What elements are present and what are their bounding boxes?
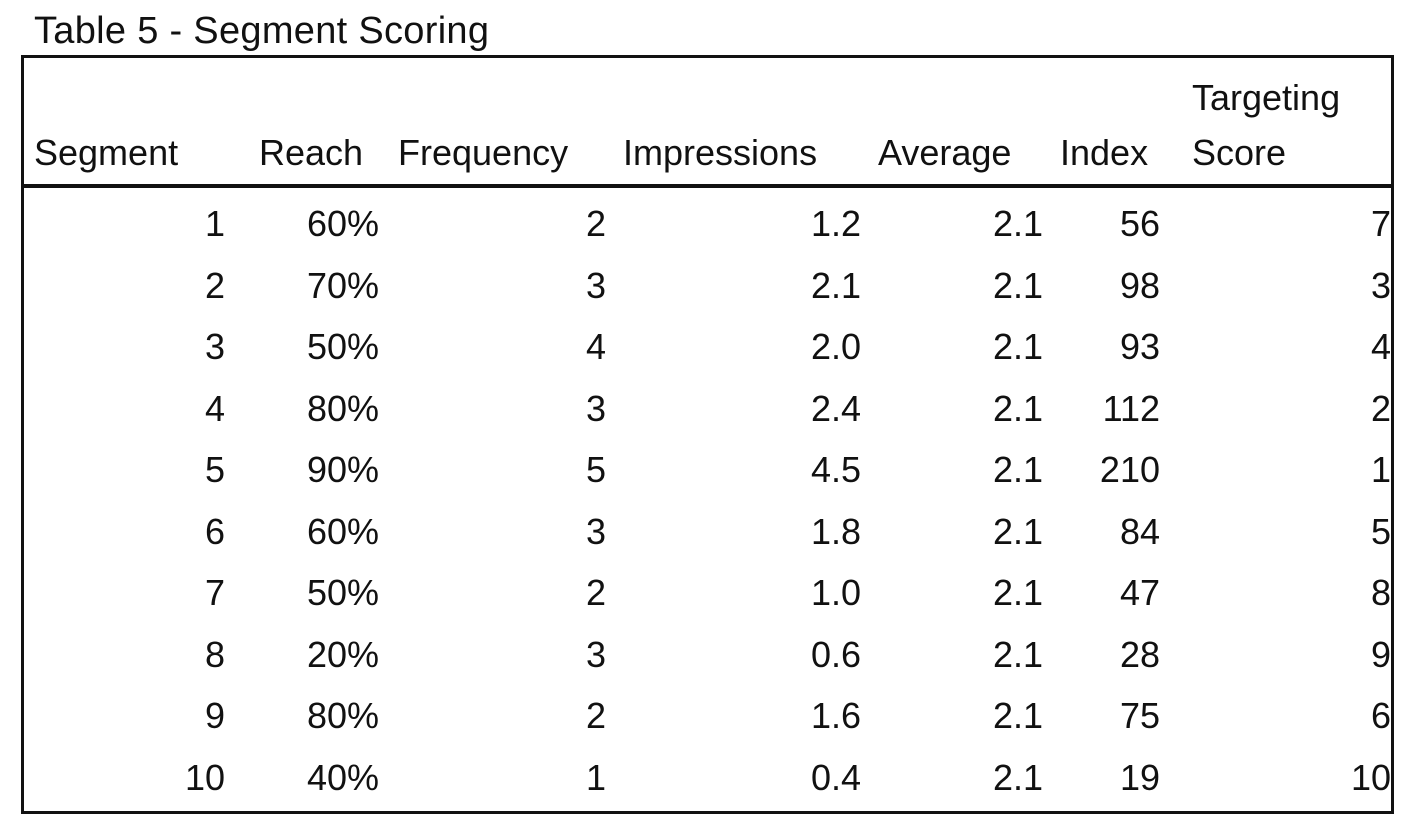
segment-scoring-table: Segment Reach Frequency Impressions Aver…	[21, 55, 1394, 814]
table-row: 5 90% 5 4.5 2.1 210 1	[24, 439, 1391, 501]
header-score: Score	[1192, 123, 1286, 183]
cell-frequency: 5	[586, 439, 606, 501]
cell-average: 2.1	[993, 501, 1043, 563]
cell-score: 4	[1371, 316, 1391, 378]
cell-segment: 2	[205, 255, 225, 317]
cell-index: 47	[1120, 562, 1160, 624]
cell-frequency: 3	[586, 624, 606, 686]
cell-impressions: 0.6	[811, 624, 861, 686]
cell-score: 3	[1371, 255, 1391, 317]
cell-frequency: 2	[586, 562, 606, 624]
table-row: 7 50% 2 1.0 2.1 47 8	[24, 562, 1391, 624]
cell-impressions: 1.8	[811, 501, 861, 563]
cell-average: 2.1	[993, 562, 1043, 624]
cell-frequency: 3	[586, 255, 606, 317]
cell-segment: 5	[205, 439, 225, 501]
cell-segment: 6	[205, 501, 225, 563]
cell-reach: 70%	[307, 255, 379, 317]
cell-average: 2.1	[993, 255, 1043, 317]
cell-impressions: 2.4	[811, 378, 861, 440]
cell-reach: 60%	[307, 193, 379, 255]
cell-index: 56	[1120, 193, 1160, 255]
cell-reach: 50%	[307, 316, 379, 378]
cell-score: 1	[1371, 439, 1391, 501]
cell-reach: 50%	[307, 562, 379, 624]
cell-average: 2.1	[993, 378, 1043, 440]
cell-score: 2	[1371, 378, 1391, 440]
cell-average: 2.1	[993, 624, 1043, 686]
header-segment: Segment	[34, 123, 178, 183]
cell-reach: 40%	[307, 747, 379, 809]
table-row: 10 40% 1 0.4 2.1 19 10	[24, 747, 1391, 809]
cell-average: 2.1	[993, 747, 1043, 809]
cell-impressions: 1.0	[811, 562, 861, 624]
table-row: 2 70% 3 2.1 2.1 98 3	[24, 255, 1391, 317]
cell-score: 10	[1351, 747, 1391, 809]
cell-segment: 3	[205, 316, 225, 378]
table-caption: Table 5 - Segment Scoring	[34, 6, 489, 56]
cell-segment: 9	[205, 685, 225, 747]
cell-reach: 90%	[307, 439, 379, 501]
cell-impressions: 2.0	[811, 316, 861, 378]
cell-segment: 10	[185, 747, 225, 809]
table-row: 8 20% 3 0.6 2.1 28 9	[24, 624, 1391, 686]
table-row: 6 60% 3 1.8 2.1 84 5	[24, 501, 1391, 563]
cell-index: 19	[1120, 747, 1160, 809]
cell-frequency: 2	[586, 685, 606, 747]
cell-index: 210	[1100, 439, 1160, 501]
cell-average: 2.1	[993, 439, 1043, 501]
header-reach: Reach	[259, 123, 363, 183]
cell-index: 84	[1120, 501, 1160, 563]
table-row: 3 50% 4 2.0 2.1 93 4	[24, 316, 1391, 378]
table-row: 9 80% 2 1.6 2.1 75 6	[24, 685, 1391, 747]
table-row: 4 80% 3 2.4 2.1 112 2	[24, 378, 1391, 440]
header-index: Index	[1060, 123, 1148, 183]
cell-index: 98	[1120, 255, 1160, 317]
cell-reach: 80%	[307, 378, 379, 440]
cell-index: 75	[1120, 685, 1160, 747]
table-row: 1 60% 2 1.2 2.1 56 7	[24, 193, 1391, 255]
header-average: Average	[878, 123, 1011, 183]
cell-score: 6	[1371, 685, 1391, 747]
cell-score: 9	[1371, 624, 1391, 686]
cell-average: 2.1	[993, 193, 1043, 255]
cell-impressions: 1.2	[811, 193, 861, 255]
table-header: Segment Reach Frequency Impressions Aver…	[24, 58, 1391, 188]
cell-segment: 1	[205, 193, 225, 255]
cell-average: 2.1	[993, 316, 1043, 378]
header-targeting: Targeting	[1192, 68, 1340, 128]
cell-frequency: 1	[586, 747, 606, 809]
cell-segment: 4	[205, 378, 225, 440]
cell-reach: 80%	[307, 685, 379, 747]
header-impressions: Impressions	[623, 123, 817, 183]
cell-index: 93	[1120, 316, 1160, 378]
cell-index: 28	[1120, 624, 1160, 686]
cell-reach: 60%	[307, 501, 379, 563]
cell-index: 112	[1103, 378, 1160, 440]
cell-frequency: 3	[586, 501, 606, 563]
cell-segment: 8	[205, 624, 225, 686]
cell-frequency: 4	[586, 316, 606, 378]
cell-impressions: 4.5	[811, 439, 861, 501]
cell-average: 2.1	[993, 685, 1043, 747]
cell-impressions: 2.1	[811, 255, 861, 317]
header-frequency: Frequency	[398, 123, 568, 183]
cell-frequency: 2	[586, 193, 606, 255]
cell-impressions: 0.4	[811, 747, 861, 809]
cell-reach: 20%	[307, 624, 379, 686]
cell-impressions: 1.6	[811, 685, 861, 747]
cell-score: 5	[1371, 501, 1391, 563]
cell-segment: 7	[205, 562, 225, 624]
cell-score: 7	[1371, 193, 1391, 255]
cell-score: 8	[1371, 562, 1391, 624]
cell-frequency: 3	[586, 378, 606, 440]
